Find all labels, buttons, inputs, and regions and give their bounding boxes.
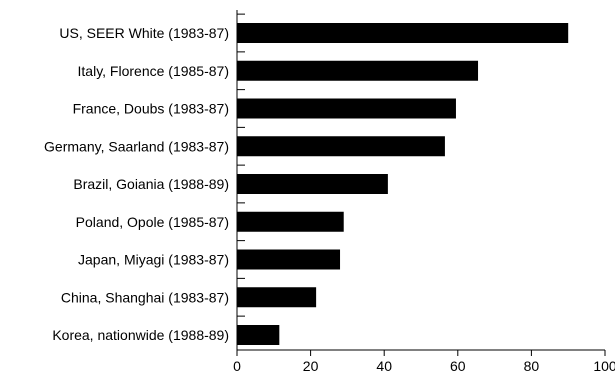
bar [237, 211, 344, 232]
category-label: Brazil, Goiania (1988-89) [73, 176, 229, 192]
bar [237, 60, 479, 81]
x-tick-label: 0 [233, 358, 241, 374]
category-label: Germany, Saarland (1983-87) [44, 138, 229, 154]
bar [237, 249, 341, 270]
bar [237, 98, 456, 119]
x-tick-label: 60 [450, 358, 466, 374]
category-label: Korea, nationwide (1988-89) [52, 327, 229, 343]
bars-group [237, 23, 569, 345]
category-label: Japan, Miyagi (1983-87) [78, 252, 229, 268]
bar [237, 325, 280, 345]
bar [237, 136, 445, 157]
x-axis: 0 20 40 60 80 100 [233, 349, 615, 374]
x-tick-label: 100 [593, 358, 615, 374]
y-axis [236, 10, 245, 350]
category-labels-group: US, SEER White (1983-87) Italy, Florence … [44, 25, 229, 343]
x-tick-label: 80 [524, 358, 540, 374]
category-label: China, Shanghai (1983-87) [61, 289, 229, 305]
bar [237, 23, 569, 43]
category-label: Italy, Florence (1985-87) [78, 63, 229, 79]
bar [237, 174, 388, 194]
category-label: US, SEER White (1983-87) [59, 25, 229, 41]
category-label: France, Doubs (1983-87) [73, 101, 229, 117]
x-tick-label: 40 [376, 358, 392, 374]
category-label: Poland, Opole (1985-87) [76, 214, 229, 230]
bar [237, 287, 317, 308]
x-tick-label: 20 [303, 358, 319, 374]
